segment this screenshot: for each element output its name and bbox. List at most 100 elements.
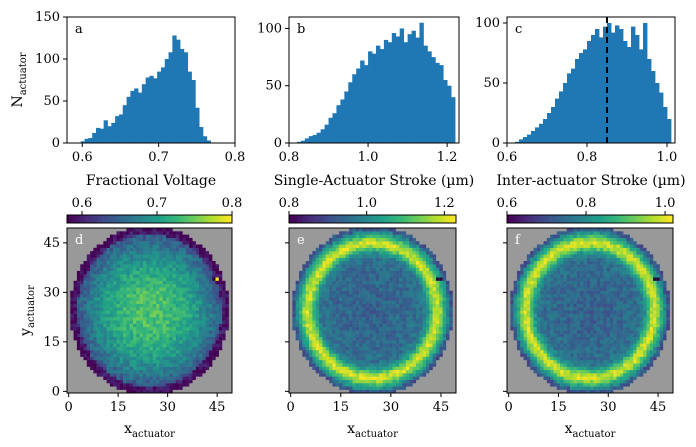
x-tick-label: 30 [159, 400, 176, 415]
heatmap-cell [139, 317, 144, 321]
heatmap-cell [596, 333, 601, 338]
heatmap-cell [409, 287, 413, 291]
histogram-bar [99, 128, 105, 143]
heatmap-cell [422, 356, 427, 361]
heatmap-cell [93, 261, 97, 265]
heatmap-cell [136, 274, 140, 278]
heatmap-cell [379, 343, 383, 347]
heatmap-cell [513, 323, 518, 328]
heatmap-cell [109, 241, 114, 245]
colorbar-segment [367, 215, 371, 223]
heatmap-cell [129, 234, 134, 239]
heatmap-cell [335, 261, 340, 265]
heatmap-cell [560, 353, 564, 357]
heatmap-cell [389, 356, 393, 361]
heatmap-cell [215, 287, 219, 291]
heatmap-cell [355, 333, 360, 338]
heatmap-cell [126, 376, 130, 380]
heatmap-cell [553, 327, 557, 331]
heatmap-cell [566, 363, 571, 367]
heatmap-cell [199, 313, 203, 318]
heatmap-cell [349, 313, 353, 318]
heatmap-cell [299, 284, 303, 288]
heatmap-cell [419, 340, 423, 344]
heatmap-cell [162, 379, 167, 384]
heatmap-cell [379, 340, 383, 344]
heatmap-cell [329, 274, 333, 278]
heatmap-cell [192, 340, 196, 344]
heatmap-cell [375, 320, 380, 324]
heatmap-cell [325, 244, 330, 248]
heatmap-cell [182, 241, 186, 245]
heatmap-cell [435, 297, 440, 301]
heatmap-cell [83, 300, 87, 305]
y-tick-label: 100 [475, 16, 500, 31]
heatmap-cell [322, 270, 326, 275]
heatmap-cell [599, 327, 604, 331]
heatmap-cell [295, 313, 300, 318]
heatmap-cell [86, 274, 91, 278]
heatmap-cell [96, 356, 101, 361]
heatmap-cell [90, 327, 94, 331]
heatmap-cell [166, 274, 170, 278]
heatmap-cell [123, 369, 127, 374]
heatmap-cell [179, 336, 183, 341]
heatmap-cell [322, 257, 326, 262]
heatmap-cell [375, 294, 380, 298]
heatmap-cell [156, 360, 160, 364]
heatmap-cell [419, 346, 423, 351]
heatmap-cell [419, 350, 423, 354]
heatmap-cell [205, 356, 210, 361]
heatmap-cell [355, 257, 360, 262]
heatmap-cell [445, 310, 450, 314]
heatmap-cell [332, 320, 336, 324]
heatmap-cell [546, 373, 551, 377]
heatmap-cell [659, 327, 664, 331]
heatmap-cell [425, 270, 430, 275]
heatmap-cell [212, 284, 216, 288]
heatmap-cell [359, 270, 363, 275]
histogram-bar [627, 47, 632, 143]
heatmap-cell [412, 294, 417, 298]
heatmap-cell [639, 363, 644, 367]
heatmap-cell [520, 346, 524, 351]
heatmap-cell [345, 280, 350, 285]
heatmap-cell [576, 350, 581, 354]
heatmap-cell [332, 343, 336, 347]
heatmap-cell [355, 373, 360, 377]
heatmap-cell [606, 366, 611, 371]
heatmap-cell [142, 228, 147, 232]
heatmap-cell [359, 228, 363, 232]
heatmap-cell [379, 379, 383, 384]
heatmap-cell [596, 330, 601, 334]
heatmap-cell [355, 369, 360, 374]
heatmap-cell [339, 327, 343, 331]
heatmap-cell [623, 369, 627, 374]
heatmap-cell [379, 228, 383, 232]
heatmap-cell [139, 366, 144, 371]
heatmap-cell [315, 360, 320, 364]
heatmap-cell [385, 231, 390, 235]
heatmap-cell [379, 330, 383, 334]
heatmap-cell [142, 294, 147, 298]
heatmap-cell [359, 343, 363, 347]
heatmap-cell [295, 327, 300, 331]
heatmap-cell [603, 363, 607, 367]
heatmap-cell [76, 277, 81, 281]
heatmap-cell [536, 369, 541, 374]
heatmap-cell [172, 383, 177, 387]
heatmap-cell [349, 310, 353, 314]
heatmap-cell [96, 323, 101, 328]
heatmap-cell [335, 353, 340, 357]
heatmap-cell [570, 330, 574, 334]
heatmap-cell [382, 386, 387, 390]
heatmap-cell [626, 369, 630, 374]
heatmap-cell [325, 320, 330, 324]
heatmap-cell [166, 287, 170, 291]
heatmap-cell [136, 369, 140, 374]
heatmap-cell [425, 336, 430, 341]
heatmap-cell [349, 323, 353, 328]
heatmap-cell [429, 317, 433, 321]
heatmap-cell [172, 330, 177, 334]
